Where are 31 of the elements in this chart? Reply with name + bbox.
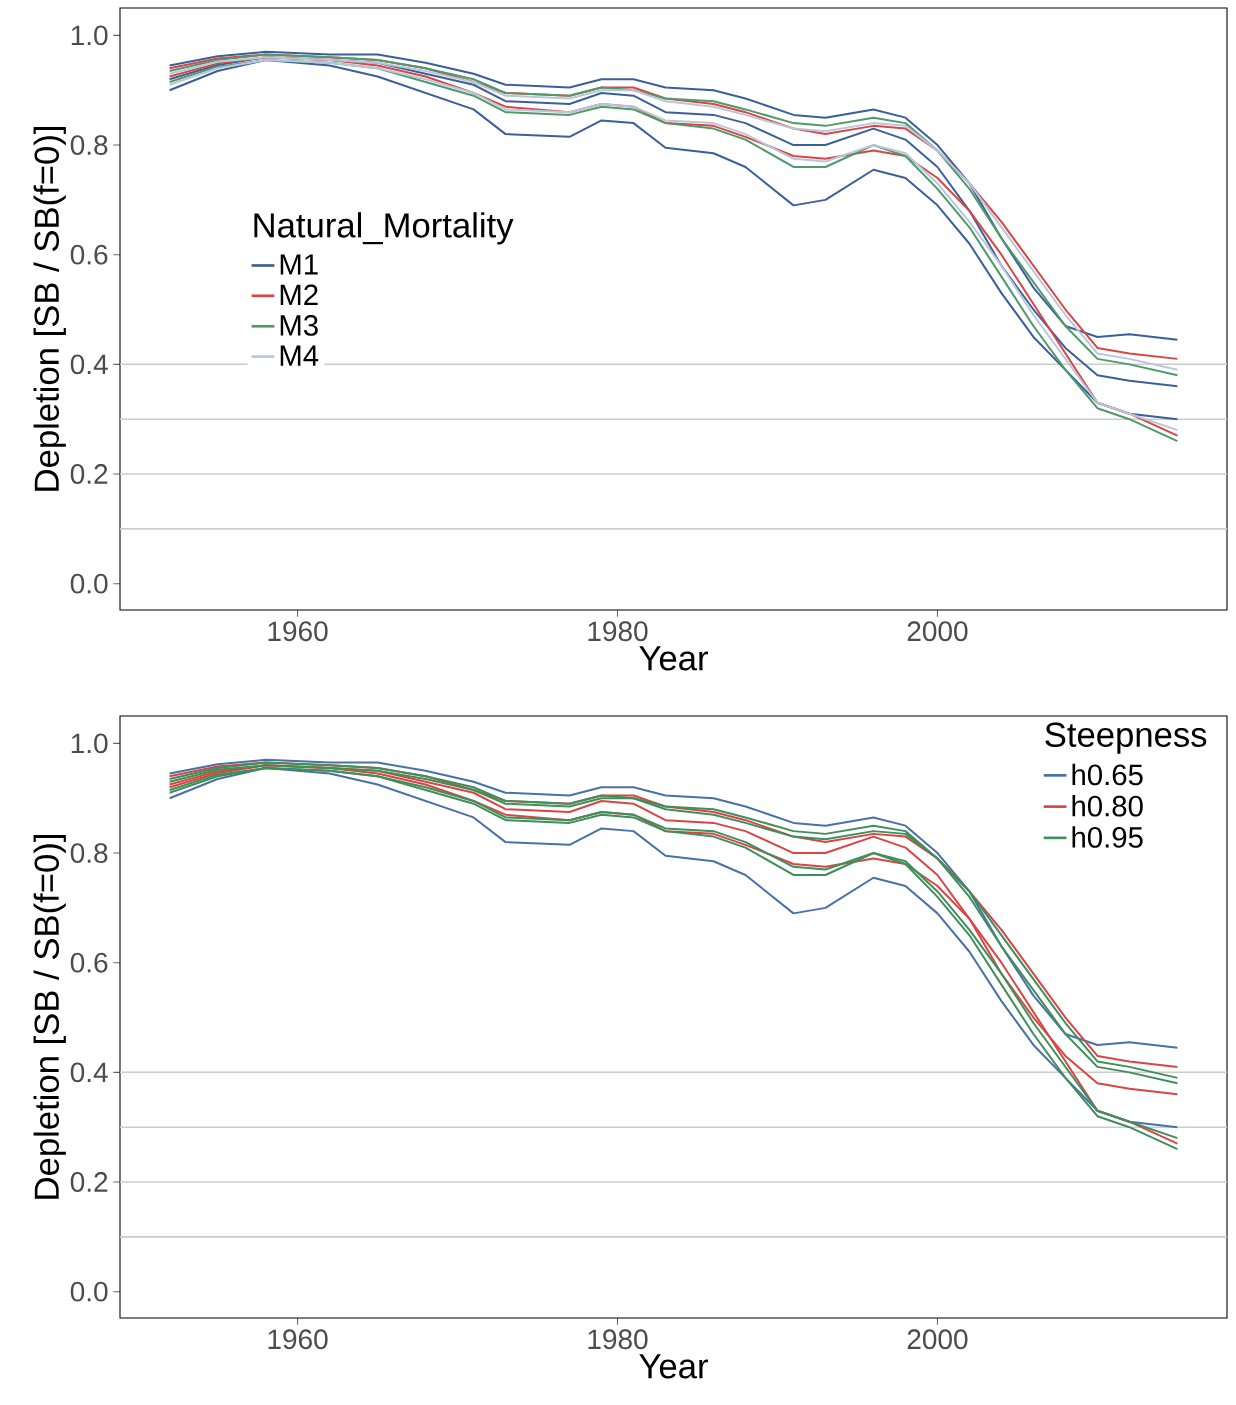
y-tick-label: 0.2 xyxy=(70,1172,108,1192)
y-axis-title: Depletion [SB / SB(f=0)] xyxy=(33,127,66,491)
y-tick-label: 0.2 xyxy=(70,464,108,484)
x-tick-label: 1960 xyxy=(268,1329,328,1350)
x-axis-title: Year xyxy=(639,646,708,671)
legend-title: Natural_Mortality xyxy=(254,212,514,245)
legend-label: h0.65 xyxy=(1072,763,1143,786)
y-tick-label: 0.0 xyxy=(70,1281,108,1302)
y-tick-label: 0.4 xyxy=(70,1062,108,1083)
x-tick-label: 1960 xyxy=(268,621,328,642)
y-tick-label: 0.6 xyxy=(70,244,108,265)
y-tick-label: 0.6 xyxy=(70,952,108,973)
y-tick-label: 0.8 xyxy=(70,843,108,863)
legend-label: M2 xyxy=(280,284,318,306)
x-tick-label: 1980 xyxy=(588,1329,648,1350)
x-tick-label: 2000 xyxy=(907,621,968,642)
y-tick-label: 1.0 xyxy=(71,25,108,46)
y-axis-title: Depletion [SB / SB(f=0)] xyxy=(33,835,66,1199)
legend-label: M3 xyxy=(280,315,318,336)
legend-label: h0.95 xyxy=(1072,826,1143,848)
legend-label: M1 xyxy=(280,254,318,275)
y-tick-label: 0.0 xyxy=(70,573,108,594)
x-axis-title: Year xyxy=(639,1354,708,1379)
y-tick-label: 0.4 xyxy=(70,354,108,375)
y-tick-label: 0.8 xyxy=(70,135,108,155)
legend-label: M4 xyxy=(280,345,319,366)
legend-label: h0.80 xyxy=(1072,794,1143,817)
x-tick-label: 2000 xyxy=(907,1329,968,1350)
y-tick-label: 1.0 xyxy=(71,733,108,754)
legend-title: Steepness xyxy=(1045,722,1207,754)
x-tick-label: 1980 xyxy=(588,621,648,642)
